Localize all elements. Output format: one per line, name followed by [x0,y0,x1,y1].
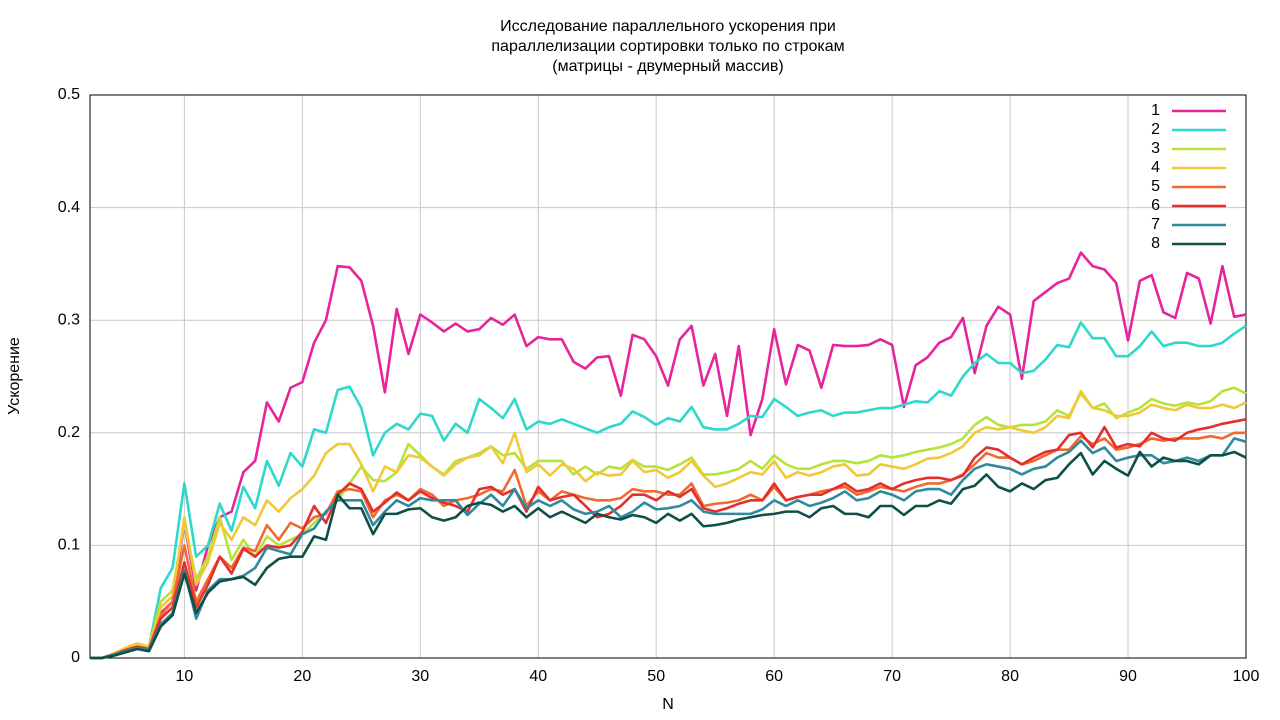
y-tick-label: 0.4 [58,199,80,216]
legend-label: 3 [1151,140,1160,157]
y-axis-label: Ускорение [6,337,23,415]
legend-label: 8 [1151,235,1160,252]
x-tick-label: 100 [1233,668,1260,685]
x-tick-label: 40 [529,668,547,685]
x-tick-label: 90 [1119,668,1137,685]
chart-title: параллелизации сортировки только по стро… [491,38,844,55]
series-line [90,251,1247,660]
chart-title: Исследование параллельного ускорения при [500,18,836,35]
legend-label: 2 [1151,121,1160,138]
y-tick-label: 0.3 [58,311,80,328]
x-tick-label: 50 [647,668,665,685]
x-tick-label: 30 [411,668,429,685]
y-tick-label: 0 [71,649,80,666]
legend-label: 5 [1151,178,1160,195]
x-tick-label: 20 [293,668,311,685]
chart-title: (матрицы - двумерный массив) [552,58,783,75]
series-line [90,450,1247,660]
legend-label: 1 [1151,102,1160,119]
series-line [90,418,1247,660]
y-tick-label: 0.5 [58,86,80,103]
plot-border [89,94,1247,659]
y-tick-label: 0.2 [58,424,80,441]
x-axis-label: N [662,696,674,713]
series-line [90,386,1247,660]
x-tick-label: 70 [883,668,901,685]
x-tick-label: 60 [765,668,783,685]
legend-label: 6 [1151,197,1160,214]
legend-label: 7 [1151,216,1160,233]
series-line [90,437,1247,660]
legend-label: 4 [1151,159,1160,176]
x-tick-label: 10 [175,668,193,685]
x-tick-label: 80 [1001,668,1019,685]
y-tick-label: 0.1 [58,537,80,554]
series-line [90,321,1247,660]
series-line [90,389,1247,660]
